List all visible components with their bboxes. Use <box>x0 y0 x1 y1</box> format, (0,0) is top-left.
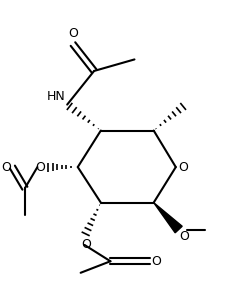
Polygon shape <box>154 203 182 233</box>
Text: O: O <box>179 161 188 174</box>
Text: HN: HN <box>46 90 65 103</box>
Text: O: O <box>35 161 45 174</box>
Text: O: O <box>151 255 161 268</box>
Text: O: O <box>2 161 12 174</box>
Text: O: O <box>68 27 78 40</box>
Text: O: O <box>180 230 189 243</box>
Text: O: O <box>82 238 91 251</box>
